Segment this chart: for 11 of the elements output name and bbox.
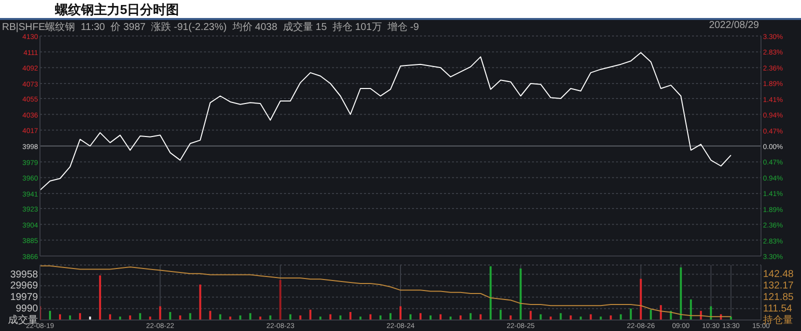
y2-tick-label: 132.17 [763, 280, 794, 292]
y-tick-label: 29969 [10, 280, 38, 292]
y-tick-label: 19979 [10, 292, 38, 304]
y-tick-label: 9990 [16, 304, 38, 315]
chart-title: 螺纹钢主力5日分时图 [55, 1, 180, 19]
y2-tick-label: 111.54 [763, 303, 793, 314]
y-tick-label: 39958 [10, 269, 38, 280]
y2-tick-label: 121.85 [763, 292, 794, 303]
text: 2022/08/29 [708, 20, 759, 31]
text: RB|SHFE螺纹钢 11:30 价 3987 涨跌 -91(-2.23%) 均价 4038 成交量 15 持仓 101万 增仓 -9 [2, 20, 419, 34]
y2-tick-label: 142.48 [763, 269, 794, 280]
